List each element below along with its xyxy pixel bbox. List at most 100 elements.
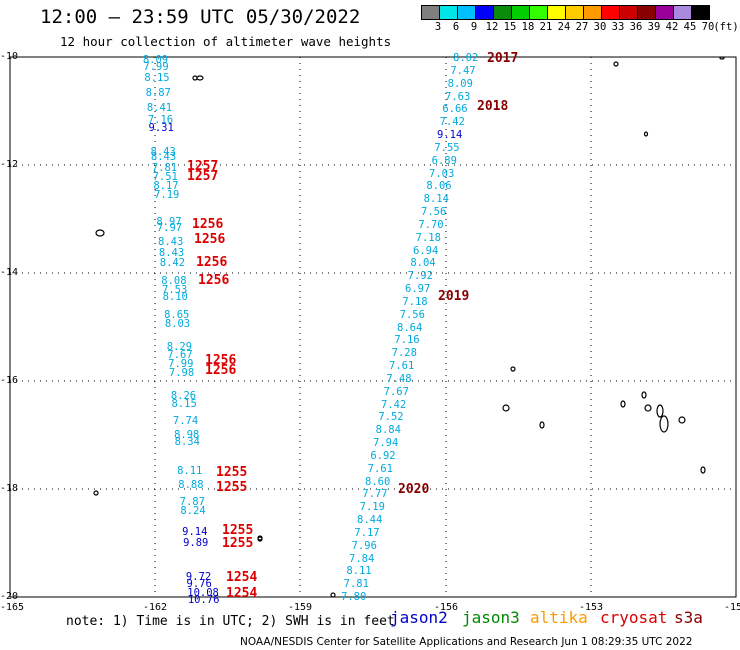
color-swatch (439, 5, 458, 20)
orbit-rev-label: 1257 (187, 169, 219, 184)
wave-height-label: 8.14 (423, 193, 449, 206)
color-scale-label: 21 (539, 21, 553, 33)
wave-height-label: 7.16 (147, 114, 174, 126)
orbit-rev-label: 1257 (187, 159, 219, 174)
color-swatch (457, 5, 476, 20)
wave-height-label: 7.99 (143, 61, 169, 73)
wave-height-label: 9.14 (182, 526, 208, 538)
wave-height-label: 9.76 (186, 578, 212, 590)
wave-height-label: 7.96 (351, 539, 377, 552)
wave-height-label: 6.89 (431, 154, 457, 167)
island-outline (620, 400, 626, 408)
island-outline (644, 404, 652, 412)
wave-height-label: 7.97 (156, 222, 183, 234)
longitude-tick-label: -162 (143, 602, 168, 613)
wave-height-label: 8.10 (162, 291, 188, 303)
island-outline (656, 404, 664, 418)
orbit-rev-label: 1256 (198, 273, 230, 288)
island-outline (719, 56, 725, 60)
wave-height-label: 8.06 (426, 180, 452, 193)
wave-height-label: 7.87 (179, 496, 205, 508)
wave-height-label: 8.03 (164, 318, 191, 330)
wave-height-label: 8.11 (346, 565, 372, 578)
legend-entry-jason2: jason2 (390, 608, 448, 627)
legend-entry-cryosat: cryosat (600, 608, 668, 627)
latitude-tick-label: -20 (0, 591, 19, 602)
color-swatch (547, 5, 566, 20)
wave-height-label: 8.26 (170, 390, 197, 402)
wave-height-label: 7.56 (399, 308, 425, 321)
wave-height-label: 8.65 (164, 309, 190, 321)
wave-height-label: 7.81 (151, 162, 178, 174)
wave-height-label: 8.98 (174, 429, 200, 441)
wave-height-label: 8.97 (156, 216, 182, 228)
color-scale-label: 9 (470, 21, 478, 33)
orbit-rev-label: 2018 (477, 99, 509, 114)
wave-height-label: 8.41 (146, 102, 173, 114)
wave-height-label: 8.15 (171, 398, 197, 410)
wave-height-label: 7.48 (386, 372, 412, 385)
wave-height-label: 7.56 (421, 206, 447, 218)
island-outline (196, 75, 204, 81)
island-outline (613, 61, 619, 67)
wave-height-label: 7.03 (429, 167, 455, 180)
wave-height-label: 7.28 (391, 347, 417, 360)
wave-height-label: 7.98 (168, 367, 195, 379)
color-scale-label: 6 (452, 21, 460, 33)
color-scale-label: 24 (557, 21, 571, 33)
wave-height-label: 7.52 (378, 411, 404, 424)
wave-height-label: 8.04 (410, 257, 436, 270)
orbit-rev-label: 2019 (438, 289, 470, 304)
color-scale-labels: 3 6 9 12 15 18 21 24 27 30 33 36 39 42 45 70 (ft) (421, 21, 740, 35)
color-scale-label: 15 (503, 21, 517, 33)
longitude-tick-label: -156 (434, 602, 459, 613)
orbit-rev-label: 1256 (205, 353, 237, 368)
wave-height-label: 8.43 (150, 146, 176, 158)
color-swatch (601, 5, 620, 20)
longitude-tick-label: -153 (579, 602, 604, 613)
wave-height-label: 6.97 (405, 283, 431, 295)
orbit-rev-label: 1255 (216, 465, 248, 480)
wave-height-label: 8.02 (453, 52, 479, 64)
footer-note: note: 1) Time is in UTC; 2) SWH is in fe… (66, 614, 395, 629)
wave-height-label: 8.44 (357, 514, 383, 526)
color-swatch (529, 5, 548, 20)
orbit-rev-label: 1255 (216, 480, 248, 495)
wave-height-label: 7.55 (434, 141, 460, 154)
wave-height-label: 6.94 (413, 244, 439, 257)
latitude-tick-label: -14 (0, 267, 19, 278)
wave-height-label: 7.67 (383, 385, 409, 398)
island-outline (192, 75, 198, 81)
longitude-tick-label: -165 (0, 602, 25, 613)
island-outline (502, 404, 510, 412)
orbit-rev-label: 1256 (192, 217, 224, 232)
wave-height-label: 9.31 (148, 122, 174, 134)
color-scale-label: 70 (701, 21, 715, 33)
wave-height-label: 8.34 (174, 436, 200, 448)
orbit-rev-label: 2017 (487, 51, 519, 66)
wave-height-label: 7.74 (172, 415, 199, 427)
color-scale-label: 39 (647, 21, 661, 33)
wave-height-label: 8.43 (158, 247, 185, 259)
wave-height-label: 7.42 (381, 398, 407, 411)
legend-entry-s3a: s3a (674, 608, 703, 627)
wave-height-label: 7.61 (389, 360, 415, 372)
wave-height-label: 7.94 (373, 437, 399, 449)
color-scale-bar (421, 5, 710, 20)
color-scale-label: 42 (665, 21, 679, 33)
wave-height-label: 8.88 (178, 479, 204, 491)
color-swatch (493, 5, 512, 20)
wave-height-label: 7.84 (349, 552, 375, 565)
wave-height-label: 8.09 (142, 54, 169, 66)
wave-height-label: 7.80 (341, 591, 367, 603)
color-scale-label: 12 (485, 21, 499, 33)
wave-height-label: 8.17 (153, 180, 179, 192)
latitude-tick-label: -16 (0, 375, 19, 386)
color-scale-label: 3 (434, 21, 442, 33)
wave-height-label: 10.76 (187, 594, 220, 606)
map-title: 12:00 – 23:59 UTC 05/30/2022 (40, 6, 361, 28)
color-scale-label: 30 (593, 21, 607, 33)
island-outline (510, 366, 516, 372)
wave-height-label: 6.66 (442, 103, 468, 116)
wave-height-label: 7.42 (439, 116, 465, 129)
